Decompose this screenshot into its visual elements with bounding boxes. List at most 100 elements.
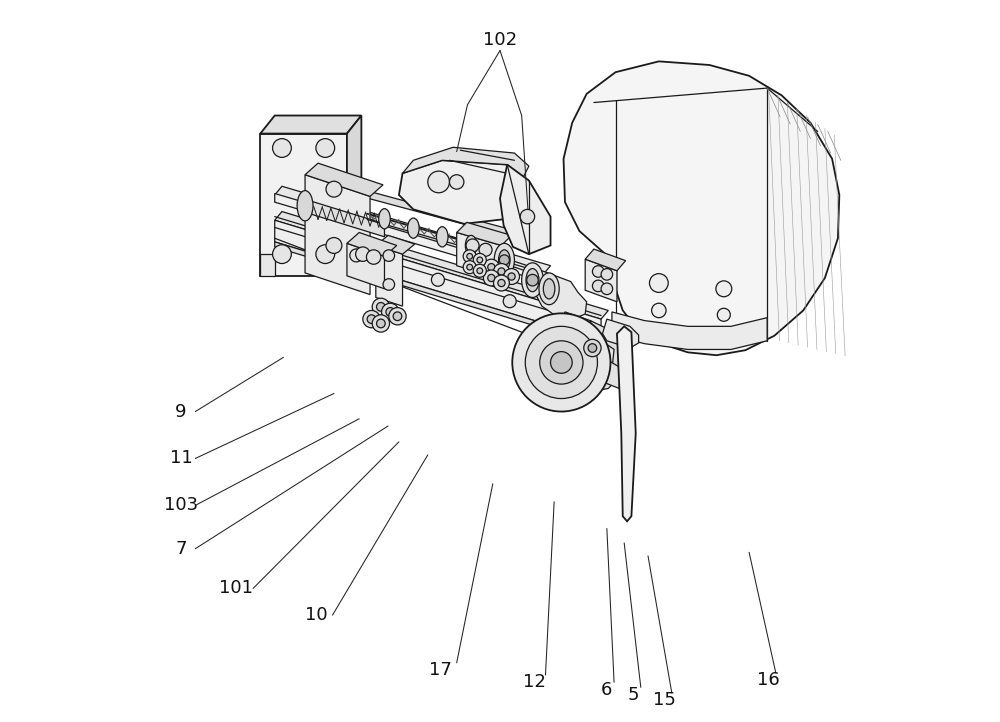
Polygon shape [399,160,529,224]
Circle shape [383,279,395,290]
Circle shape [273,245,291,264]
Polygon shape [569,321,626,391]
Circle shape [508,273,515,280]
Circle shape [467,264,473,270]
Text: 11: 11 [170,450,192,467]
Polygon shape [585,249,626,271]
Circle shape [463,261,476,274]
Circle shape [601,283,613,295]
Circle shape [488,274,495,282]
Circle shape [367,315,376,323]
Circle shape [479,243,492,256]
Polygon shape [535,271,587,319]
Ellipse shape [494,243,514,277]
Ellipse shape [297,191,313,221]
Polygon shape [617,326,636,521]
Text: 15: 15 [653,692,676,709]
Circle shape [512,313,610,412]
Circle shape [601,269,613,280]
Circle shape [466,239,479,252]
Polygon shape [612,312,767,349]
Polygon shape [603,319,639,348]
Polygon shape [305,163,383,196]
Circle shape [483,270,499,286]
Polygon shape [275,220,601,341]
Circle shape [366,250,381,264]
Circle shape [363,310,380,328]
Ellipse shape [465,235,477,256]
Circle shape [498,268,505,275]
Circle shape [717,308,730,321]
Circle shape [498,279,505,287]
Text: 7: 7 [175,540,187,557]
Circle shape [393,312,402,321]
Circle shape [316,245,335,264]
Text: 10: 10 [305,606,327,624]
Circle shape [483,259,499,275]
Polygon shape [305,199,384,237]
Polygon shape [260,116,361,134]
Circle shape [326,238,342,253]
Circle shape [473,264,486,277]
Circle shape [449,175,464,189]
Circle shape [428,171,449,193]
Circle shape [356,247,370,261]
Circle shape [467,253,473,259]
Polygon shape [347,243,384,289]
Circle shape [431,273,444,286]
Circle shape [382,303,399,321]
Polygon shape [275,193,543,282]
Circle shape [520,209,535,224]
Circle shape [592,280,604,292]
Circle shape [372,315,390,332]
Ellipse shape [499,250,510,270]
Circle shape [383,250,395,261]
Polygon shape [585,259,617,302]
Circle shape [716,281,732,297]
Circle shape [463,250,476,263]
Ellipse shape [379,209,390,229]
Polygon shape [260,134,347,276]
Polygon shape [457,232,501,279]
Ellipse shape [539,273,559,305]
Circle shape [652,303,666,318]
Ellipse shape [408,218,419,238]
Text: 103: 103 [164,497,198,514]
Text: 12: 12 [523,674,546,691]
Text: 5: 5 [628,686,639,703]
Ellipse shape [526,269,539,292]
Circle shape [494,275,509,291]
Polygon shape [457,222,512,245]
Polygon shape [376,245,403,306]
Text: 17: 17 [429,661,452,679]
Circle shape [525,326,597,399]
Polygon shape [260,254,275,276]
Circle shape [377,303,385,311]
Ellipse shape [522,263,543,297]
Polygon shape [275,242,601,346]
Polygon shape [275,212,608,319]
Circle shape [372,298,390,316]
Polygon shape [275,186,551,274]
Polygon shape [555,312,616,379]
Circle shape [649,274,668,292]
Polygon shape [605,360,621,388]
Text: 9: 9 [175,403,187,420]
Circle shape [584,339,601,357]
Circle shape [588,344,597,352]
Polygon shape [403,147,529,180]
Circle shape [499,255,509,265]
Polygon shape [597,339,614,370]
Polygon shape [347,232,397,256]
Circle shape [273,139,291,157]
Circle shape [494,264,509,279]
Polygon shape [564,61,839,355]
Text: 6: 6 [601,681,613,698]
Circle shape [326,181,342,197]
Text: 102: 102 [483,31,517,48]
Text: 16: 16 [757,671,780,689]
Polygon shape [500,165,551,254]
Polygon shape [347,116,361,276]
Polygon shape [305,175,370,295]
Circle shape [316,139,335,157]
